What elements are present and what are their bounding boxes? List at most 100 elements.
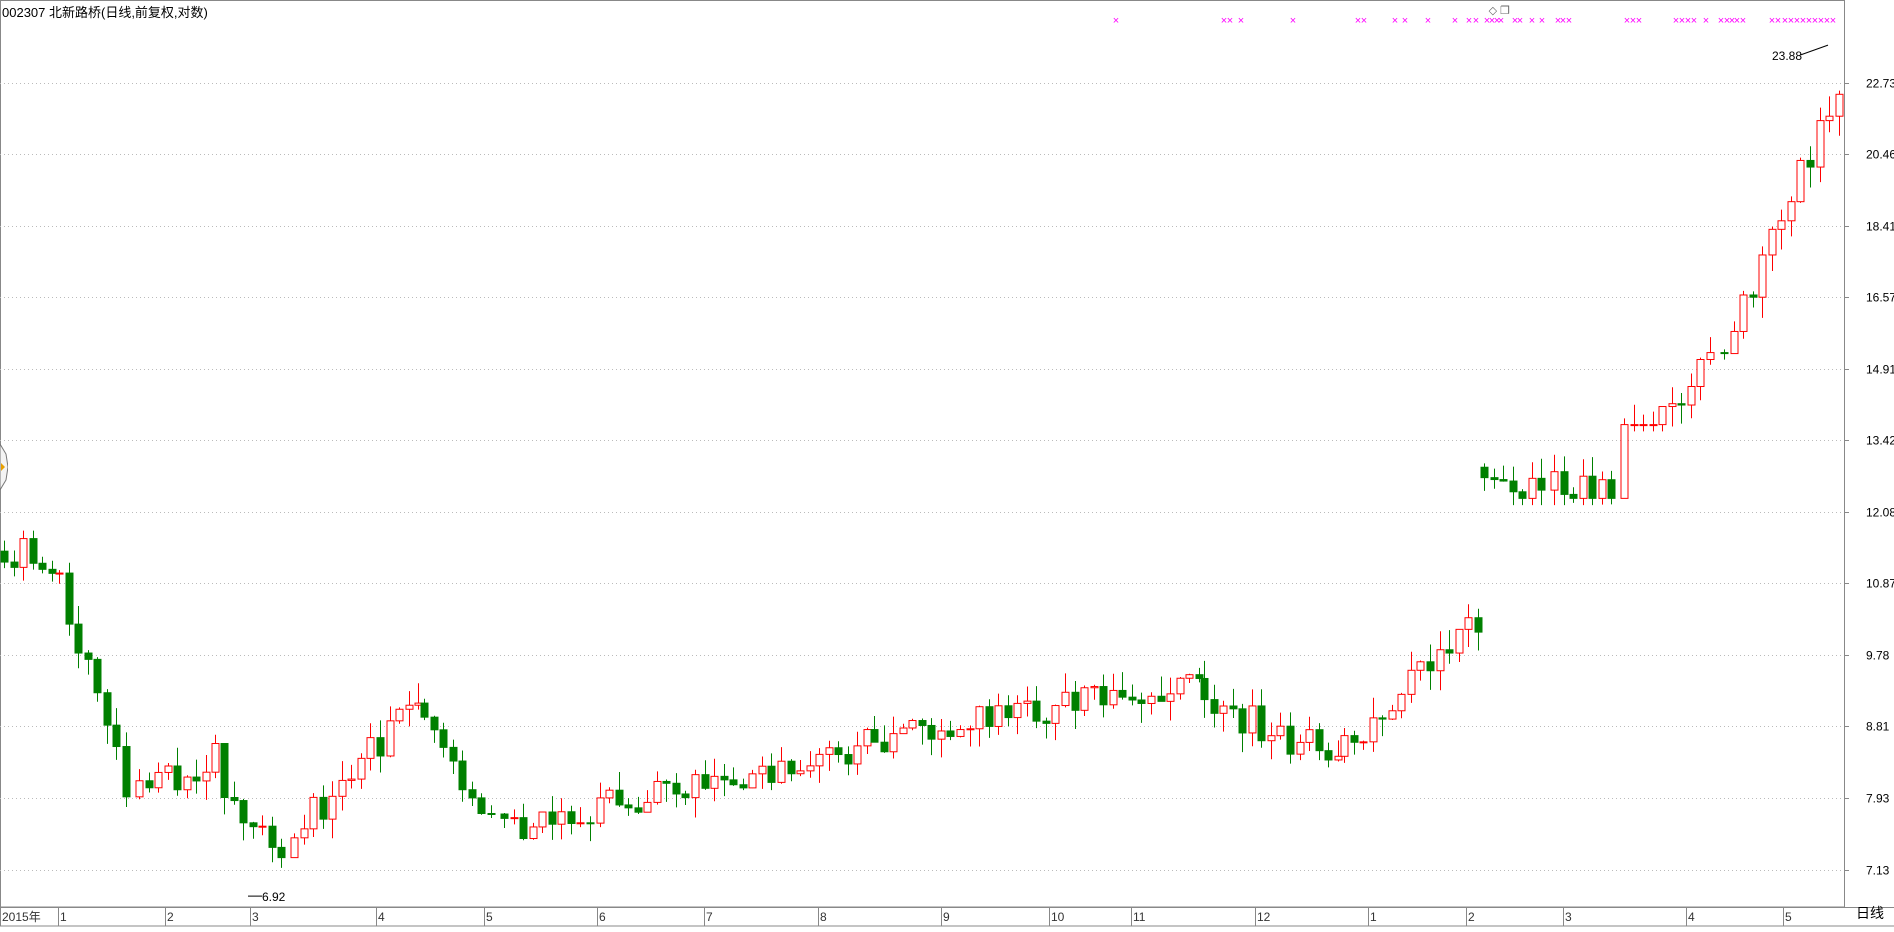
candle-body — [269, 826, 276, 847]
candle-body — [1669, 404, 1676, 407]
candle — [692, 770, 699, 818]
candle-body — [539, 812, 546, 827]
candle — [864, 728, 871, 754]
candle — [1640, 415, 1647, 432]
signal-marker: × — [1775, 15, 1781, 27]
candle-body — [1417, 662, 1424, 670]
candle-body — [1446, 650, 1453, 653]
candle — [459, 750, 466, 801]
candle — [184, 775, 191, 798]
candle — [1024, 686, 1031, 716]
candle-body — [66, 573, 73, 624]
signal-marker: × — [1466, 15, 1472, 27]
candle-body — [549, 812, 556, 824]
candle — [1148, 692, 1155, 714]
candle-body — [212, 744, 219, 773]
candle — [1510, 467, 1517, 506]
high-arrow — [1800, 45, 1828, 55]
candle-body — [310, 797, 317, 828]
x-tick-label: 1 — [1370, 910, 1377, 924]
candle-body — [1033, 701, 1040, 721]
candle-body — [231, 798, 238, 801]
candle — [1220, 701, 1227, 732]
candle-body — [1817, 121, 1824, 167]
candle-body — [1196, 675, 1203, 679]
candle-body — [396, 709, 403, 721]
signal-marker: × — [1392, 15, 1398, 27]
signal-marker: × — [1703, 15, 1709, 27]
candle — [155, 762, 162, 792]
candle-body — [1230, 706, 1237, 709]
candle-body — [1778, 221, 1785, 230]
candle — [740, 779, 747, 790]
candle-body — [291, 838, 298, 858]
candle-body — [1177, 678, 1184, 694]
candle-body — [1678, 404, 1685, 405]
x-tick-label: 6 — [599, 910, 606, 924]
candle-body — [577, 823, 584, 824]
restore-window-icon[interactable]: ❐ — [1500, 5, 1510, 17]
candle — [39, 557, 46, 574]
candle-body — [616, 790, 623, 805]
candle-body — [1211, 700, 1218, 714]
candle-body — [995, 706, 1002, 727]
candle-body — [1437, 650, 1444, 671]
candle — [358, 753, 365, 789]
plot-border — [1, 1, 1845, 908]
candle — [606, 787, 613, 803]
candle-body — [1631, 425, 1638, 426]
candle — [1306, 717, 1313, 751]
candle-body — [1268, 736, 1275, 741]
candle — [549, 796, 556, 840]
chart-title: 002307 北新路桥(日线,前复权,对数) — [2, 2, 208, 21]
signal-marker: × — [1517, 15, 1523, 27]
candle-body — [1836, 94, 1843, 116]
candle-body — [1640, 425, 1647, 426]
candle — [339, 761, 346, 810]
candle-body — [1491, 478, 1498, 480]
candle-body — [890, 734, 897, 752]
candle — [759, 756, 766, 788]
candle-body — [1258, 706, 1265, 741]
candle — [301, 815, 308, 845]
candle-body — [278, 847, 285, 857]
candle-body — [1341, 736, 1348, 757]
x-tick-label: 2 — [167, 910, 174, 924]
candle — [377, 720, 384, 772]
candle-body — [768, 766, 775, 782]
candle — [625, 798, 632, 816]
diamond-icon[interactable]: ◇ — [1489, 5, 1497, 17]
candle — [520, 804, 527, 841]
candle-body — [986, 707, 993, 727]
candle-body — [1697, 360, 1704, 387]
signal-markers: ××××××××××××××××××××××××××××××××××××××××… — [1113, 15, 1836, 27]
x-tick-label: 1 — [60, 910, 67, 924]
candle — [577, 807, 584, 827]
candle-body — [488, 813, 495, 814]
candle — [1297, 734, 1304, 760]
candle — [702, 760, 709, 790]
candle — [568, 806, 575, 835]
candle — [976, 706, 983, 747]
candle — [367, 723, 374, 770]
candle — [1268, 722, 1275, 759]
candle — [1360, 741, 1367, 750]
candle-body — [11, 562, 18, 567]
signal-marker: × — [1740, 15, 1746, 27]
candle — [1081, 685, 1088, 715]
candle — [644, 790, 651, 812]
signal-marker: × — [1691, 15, 1697, 27]
candle-body — [1287, 726, 1294, 754]
candle-body — [501, 814, 508, 818]
candle — [1167, 678, 1174, 721]
candle — [730, 767, 737, 785]
x-tick-label: 8 — [820, 910, 827, 924]
left-handle-icon[interactable] — [0, 444, 8, 490]
candle — [1014, 695, 1021, 734]
candle-body — [1389, 711, 1396, 719]
candle-body — [1589, 476, 1596, 498]
candle — [909, 719, 916, 730]
candle-body — [721, 776, 728, 780]
candle-body — [938, 731, 945, 739]
candle — [1721, 349, 1728, 359]
